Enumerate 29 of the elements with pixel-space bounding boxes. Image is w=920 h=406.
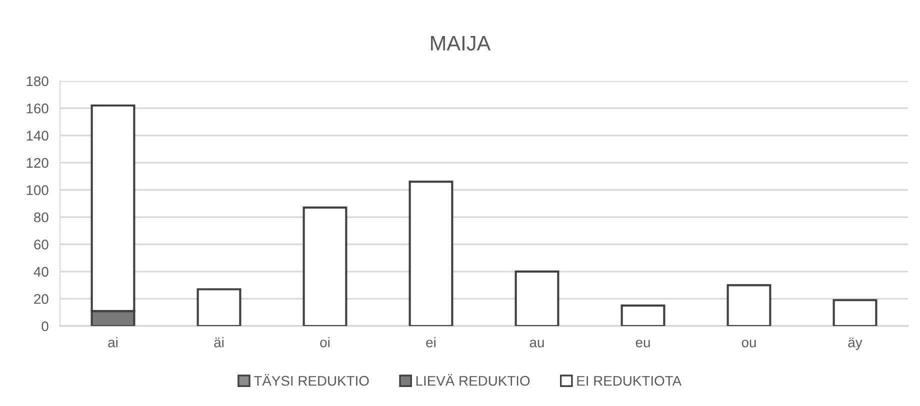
y-tick-label: 120 [26,158,48,168]
bar [408,180,454,326]
bar [620,304,666,326]
chart-title: MAIJA [431,36,491,51]
x-tick-label: oi [320,337,330,348]
x-tick-label: äy [848,338,862,350]
y-tick-label: 140 [26,130,48,141]
bar [832,299,878,326]
bar [514,270,560,326]
legend-label: EI REDUKTIOTA [577,376,682,386]
y-tick-label: 80 [34,212,48,222]
y-tick-label: 180 [26,76,48,86]
legend-label: TÄYSI REDUKTIO [254,374,369,386]
x-tick-label: eu [636,340,650,348]
y-tick-label: 160 [26,104,48,114]
y-tick-label: 20 [34,294,48,304]
bar [302,206,348,326]
y-tick-label: 40 [34,266,48,277]
y-tick-label: 100 [26,185,48,196]
bar [726,284,772,326]
x-tick-label: ai [108,337,118,348]
y-tick-label: 60 [34,240,48,250]
x-tick-label: äi [214,337,224,348]
x-tick-label: ei [426,337,436,348]
legend-label: LIEVÄ REDUKTIO [416,374,530,386]
x-tick-label: ou [742,340,756,348]
x-tick-label: au [530,340,544,348]
bar [196,288,242,326]
y-tick-label: 0 [42,321,48,332]
